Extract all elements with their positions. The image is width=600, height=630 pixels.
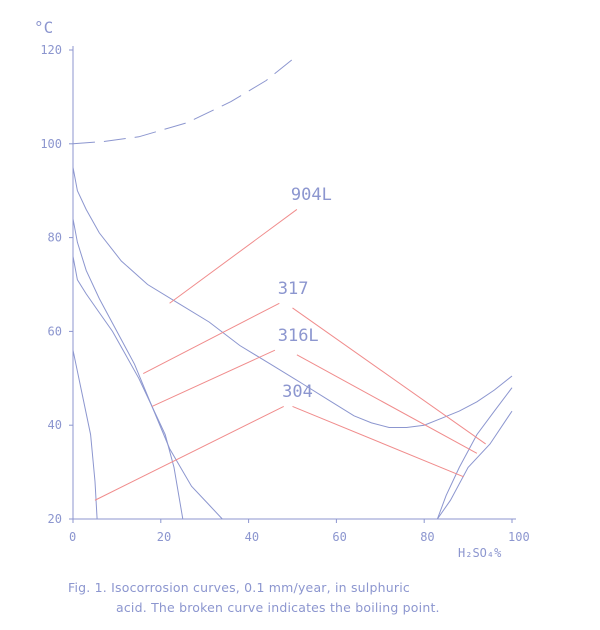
y-tick-label: 80 (48, 231, 62, 245)
x-tick-label: 20 (157, 530, 171, 544)
curve-label-316l: 316L (278, 326, 319, 346)
x-tick-label: 0 (69, 530, 76, 544)
curve-right-branch (436, 410, 513, 520)
curve-right-branch (436, 387, 513, 520)
leader-line-317 (292, 307, 486, 445)
leader-line-304 (94, 405, 284, 501)
x-tick-label: 100 (508, 530, 530, 544)
y-tick-label: 120 (40, 43, 62, 57)
curve-304 (72, 350, 98, 520)
leader-line-304 (292, 405, 464, 478)
curve-label-904l: 904L (291, 185, 332, 205)
curve-904l (72, 167, 513, 428)
x-tick-label: 60 (332, 530, 346, 544)
leader-line-316l (151, 349, 276, 407)
curve-316l (72, 256, 184, 520)
x-tick-label: 40 (245, 530, 259, 544)
leader-line-316l (296, 354, 478, 454)
curve-label-304: 304 (282, 382, 313, 402)
y-axis-unit: °C (34, 18, 53, 37)
x-tick-label: 80 (420, 530, 434, 544)
boiling-point-curve (72, 54, 298, 145)
caption-line-2: acid. The broken curve indicates the boi… (116, 600, 440, 615)
leader-line-317 (143, 302, 280, 375)
y-tick-label: 60 (48, 324, 62, 338)
x-axis-unit: H₂SO₄% (458, 546, 502, 560)
y-tick-label: 40 (48, 418, 62, 432)
figure-caption: Fig. 1. Isocorrosion curves, 0.1 mm/year… (68, 578, 440, 618)
leader-line-904l (169, 209, 298, 304)
caption-line-1: Fig. 1. Isocorrosion curves, 0.1 mm/year… (68, 580, 410, 595)
y-tick-label: 100 (40, 137, 62, 151)
curve-label-317: 317 (278, 279, 309, 299)
y-tick-label: 20 (48, 512, 62, 526)
isocorrosion-chart: 20 40 60 80 100 120 0 20 40 60 80 100 °C H₂SO₄% 904L 31… (34, 18, 530, 560)
curve-317 (72, 218, 223, 520)
